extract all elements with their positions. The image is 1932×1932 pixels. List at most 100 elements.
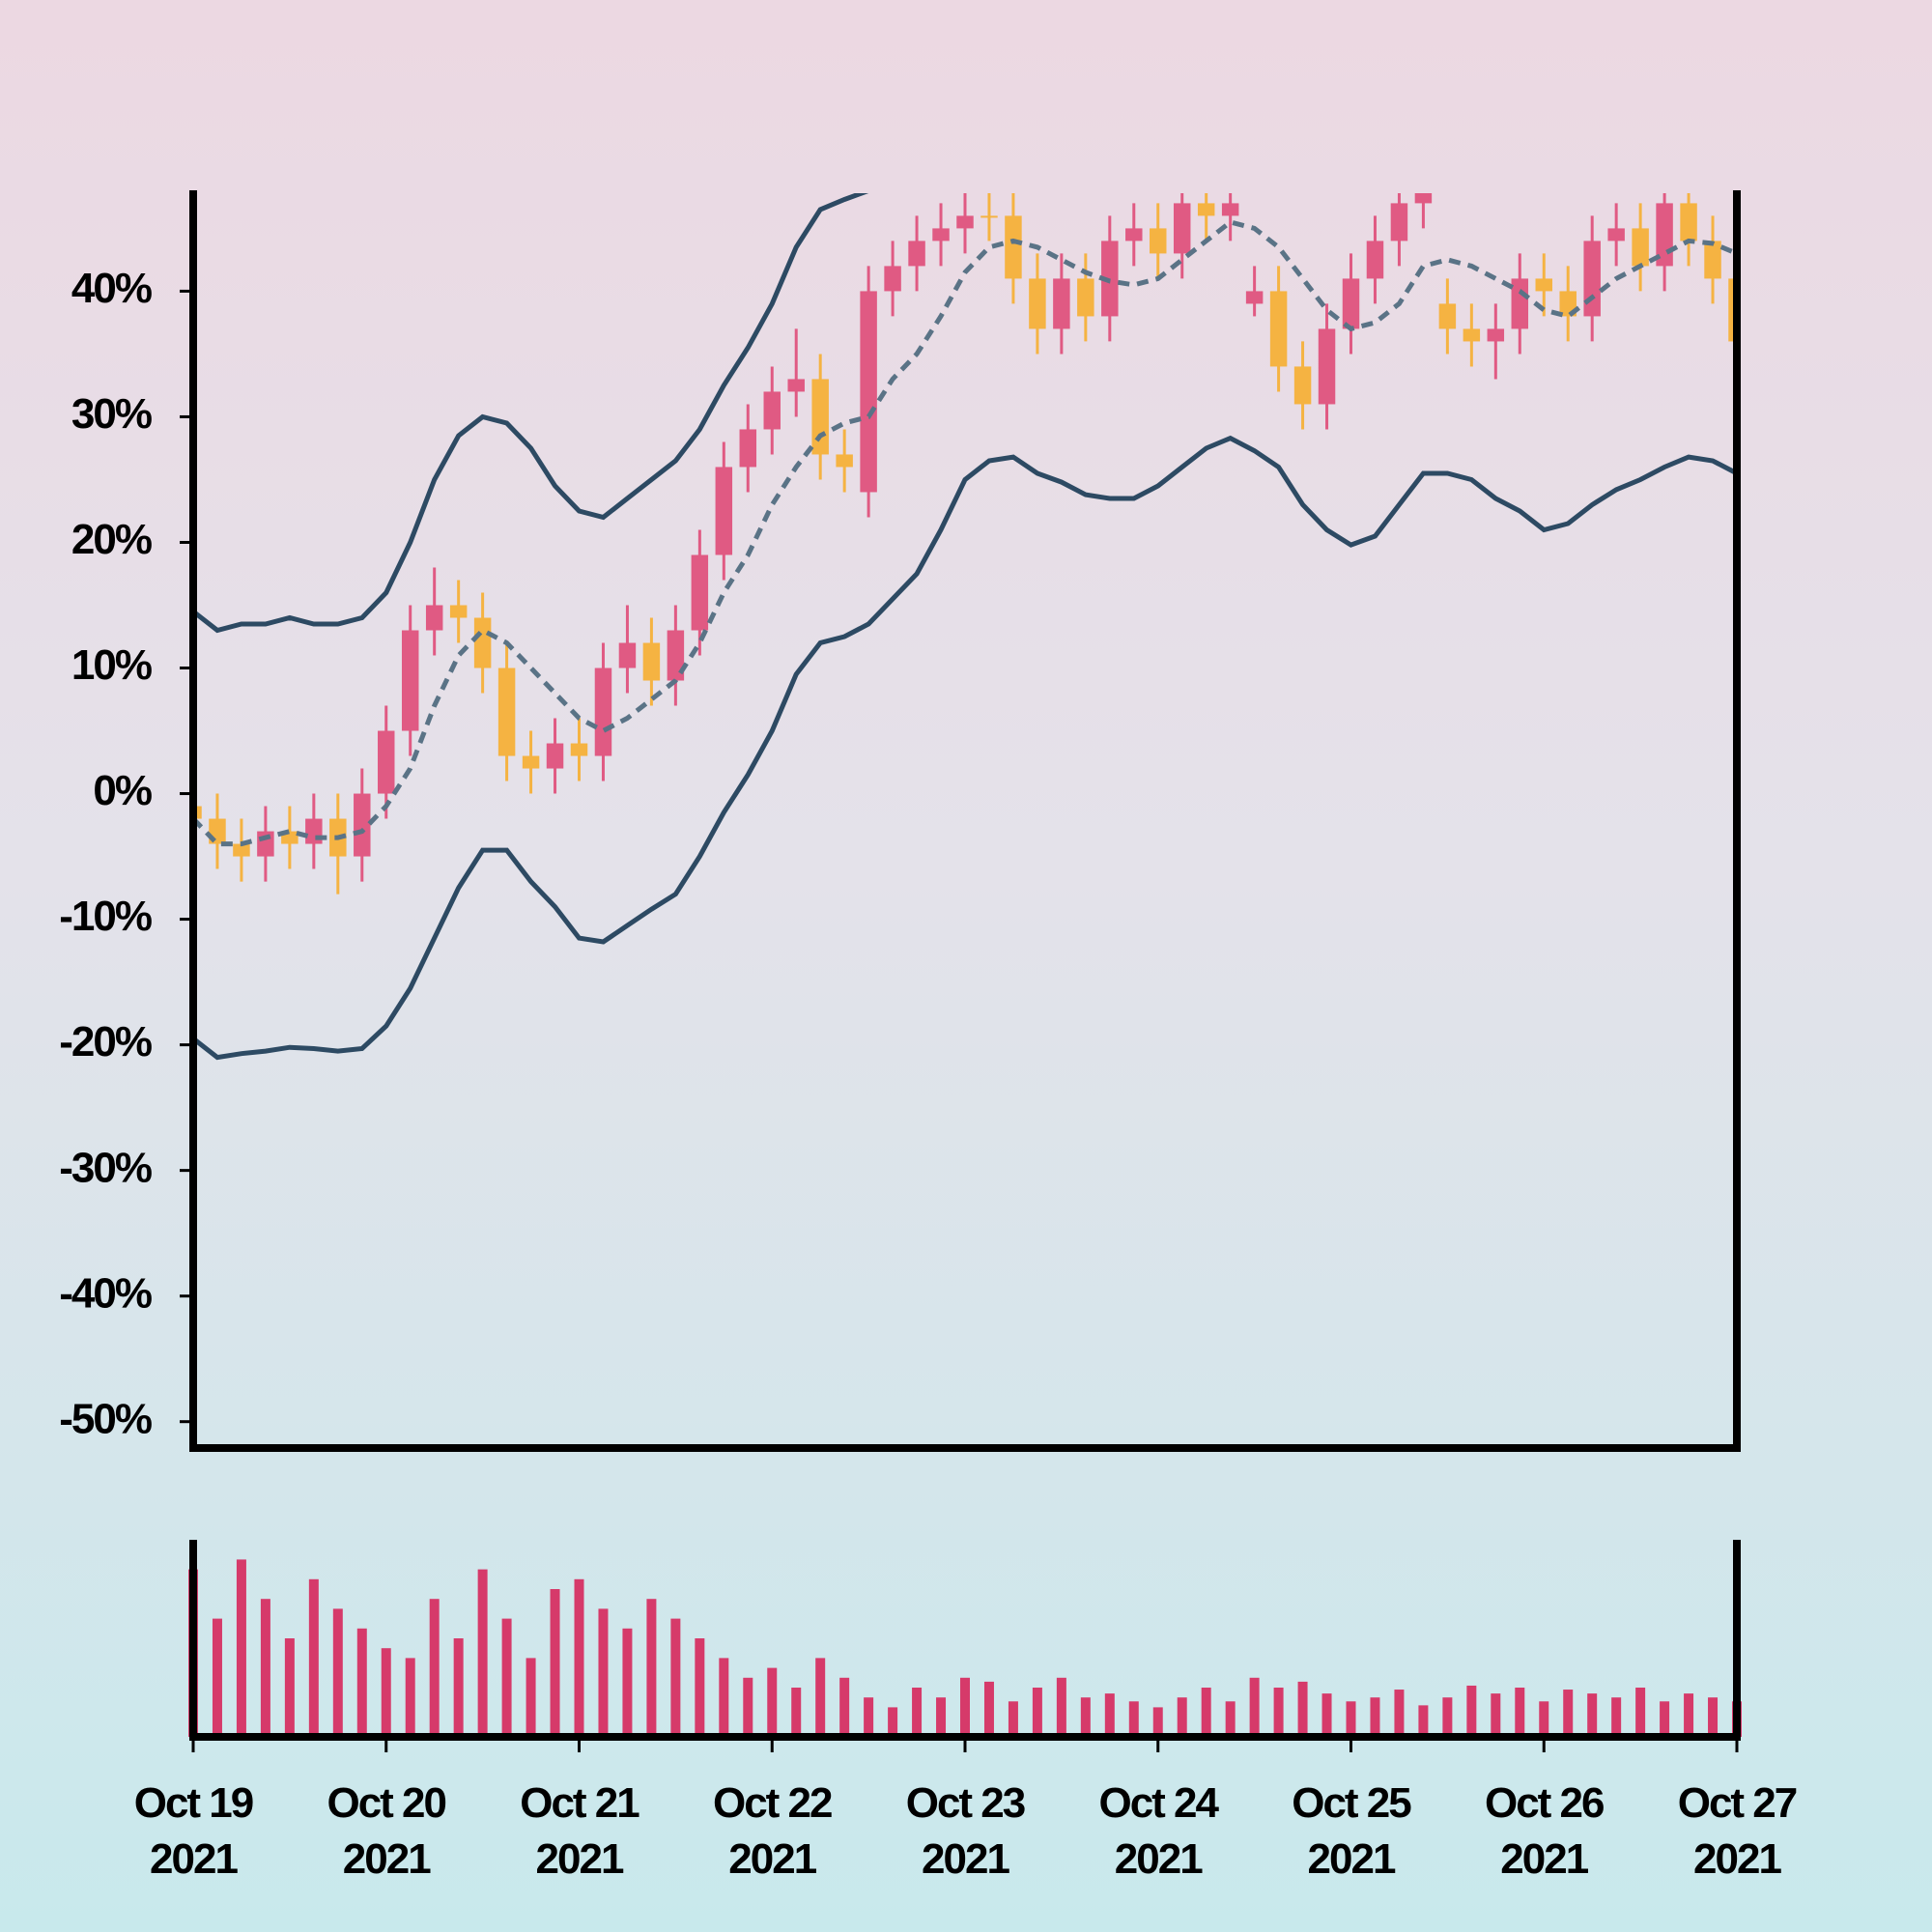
volume-bar (767, 1667, 778, 1737)
candle-body (1583, 241, 1601, 317)
x-tick-label: Oct 22 2021 (712, 1779, 834, 1883)
candle-body (378, 730, 395, 794)
x-tick-label: Oct 24 2021 (1098, 1779, 1219, 1883)
volume-bar (1346, 1701, 1356, 1737)
volume-bar (743, 1677, 753, 1737)
candle-body (1318, 328, 1336, 405)
y-tick-label: -50% (59, 1395, 152, 1442)
candle-body (257, 831, 274, 857)
y-tick-label: 0% (93, 767, 151, 814)
candle-body (1005, 215, 1022, 279)
volume-bar (1466, 1685, 1477, 1737)
volume-bar (574, 1578, 584, 1737)
volume-bar (1321, 1693, 1332, 1737)
candle-body (305, 818, 323, 844)
candle-body (193, 806, 202, 819)
candle-body (1487, 328, 1505, 342)
candle-body (860, 291, 877, 493)
volume-bar (1491, 1693, 1501, 1737)
volume-bar (670, 1618, 681, 1737)
y-tick-label: -20% (59, 1018, 152, 1065)
candle-body (1197, 203, 1215, 216)
volume-bar (236, 1559, 246, 1737)
middle-band (193, 219, 1737, 847)
volume-bar (622, 1628, 633, 1737)
volume-bar (1370, 1697, 1380, 1737)
volume-plot (188, 1559, 1742, 1737)
volume-bar (1708, 1697, 1719, 1737)
candle-body (667, 630, 685, 681)
candle-body (1680, 203, 1697, 242)
volume-bar (1128, 1701, 1139, 1737)
candle-body (401, 630, 419, 731)
upper-band (193, 193, 869, 634)
candle-body (570, 743, 588, 756)
x-tick-label: Oct 21 2021 (520, 1779, 640, 1883)
candle-body (1632, 228, 1649, 267)
candle-body (715, 467, 733, 555)
volume-bar (356, 1628, 367, 1737)
volume-bar (719, 1658, 729, 1737)
candle-body (1390, 203, 1408, 242)
candle-body (1366, 241, 1384, 279)
candle-body (739, 429, 757, 468)
candle-body (546, 743, 564, 769)
volume-bar (453, 1638, 464, 1737)
volume-bar (308, 1578, 319, 1737)
volume-bar (1587, 1693, 1598, 1737)
volume-bar (212, 1618, 222, 1737)
candle-body (425, 605, 443, 631)
candle-body (642, 642, 661, 681)
candle-body (618, 642, 637, 668)
candle-body (1077, 278, 1094, 317)
candle-body (1269, 291, 1288, 367)
x-tick-label: Oct 25 2021 (1292, 1779, 1412, 1883)
volume-bar (1104, 1693, 1115, 1737)
volume-bar (1563, 1690, 1574, 1737)
candle-body (1150, 228, 1167, 254)
volume-bar (332, 1608, 343, 1737)
volume-bar (912, 1688, 923, 1737)
candle-body (763, 391, 781, 430)
candle-body (1607, 228, 1625, 242)
candle-body (1053, 278, 1070, 329)
volume-bar (646, 1599, 657, 1737)
x-tick-label: Oct 27 2021 (1677, 1779, 1799, 1883)
volume-bar (1152, 1707, 1163, 1737)
x-tick-label: Oct 19 2021 (133, 1779, 255, 1883)
candle-body (354, 793, 371, 857)
volume-bar (405, 1658, 415, 1737)
volume-bar (1177, 1697, 1187, 1737)
volume-bar (1080, 1697, 1091, 1737)
candle-body (1463, 328, 1481, 342)
volume-bar (791, 1688, 802, 1737)
candle-body (1438, 303, 1457, 329)
candle-body (1293, 366, 1312, 405)
y-tick-label: 40% (71, 265, 152, 312)
candle-body (1511, 278, 1529, 329)
candle-body (1245, 291, 1264, 304)
y-tick-label: 30% (71, 390, 152, 438)
volume-bar (815, 1658, 826, 1737)
y-tick-label: -10% (59, 893, 152, 940)
candle-body (1173, 203, 1191, 254)
candle-body (1414, 193, 1433, 204)
volume-bar (936, 1697, 947, 1737)
axes: -50% -40% -30% -20% -10% 0% 10% 20% 30% 40% (59, 190, 1741, 1752)
volume-bar (526, 1658, 536, 1737)
volume-bar (477, 1569, 488, 1737)
volume-bar (864, 1697, 874, 1737)
volume-bar (1032, 1688, 1042, 1737)
volume-bar (839, 1677, 850, 1737)
candle-body (473, 617, 492, 668)
candle-body (1221, 203, 1239, 216)
volume-bar (1056, 1677, 1066, 1737)
candle-body (497, 668, 516, 756)
volume-bar (983, 1681, 994, 1737)
volume-bar (381, 1648, 391, 1737)
candle-body (233, 843, 250, 857)
y-tick-label: 20% (71, 516, 152, 563)
volume-bar (1539, 1701, 1549, 1737)
